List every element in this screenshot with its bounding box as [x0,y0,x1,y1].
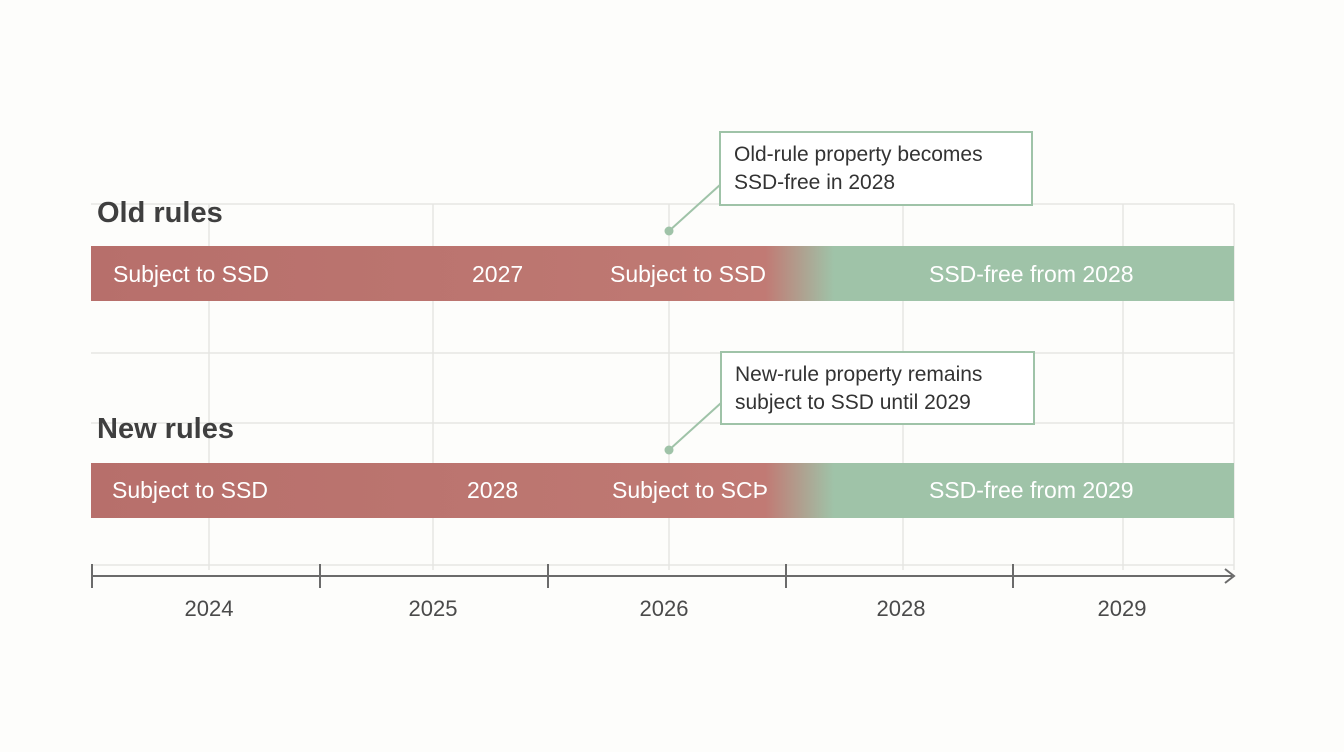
callout-box-old [719,131,1033,206]
axis-tick-label: 2025 [409,596,458,621]
axis-tick-labels: 2024 2025 2026 2028 2029 [185,596,1147,621]
axis-tick-label: 2028 [877,596,926,621]
row-heading-old: Old rules [97,197,223,229]
row-heading-new: New rules [97,413,234,445]
bar-label-ssd-free: SSD-free from 2028 [929,261,1134,287]
callout-text-old-line2: SSD-free in 2028 [734,171,895,194]
axis-tick-label: 2029 [1098,596,1147,621]
axis-tick-label: 2024 [185,596,234,621]
bar-label-year: 2027 [472,261,523,287]
callout-connector-old [668,183,722,232]
callout-text-new-line1: New-rule property remains [735,363,982,386]
timeline-axis [91,564,1236,588]
bar-label-subject-left: Subject to SSD [112,477,268,503]
timeline-bar-old [91,246,1234,301]
timeline-bar-new [91,463,1234,518]
new-rules-row: New rules Subject to SSD 2028 Subject to… [91,351,1234,518]
bar-label-subject-middle: Subject to SCÞ [612,477,768,503]
callout-anchor-old [664,226,674,236]
axis-tick-label: 2026 [640,596,689,621]
bar-label-ssd-free: SSD-free from 2029 [929,477,1134,503]
axis-arrow-icon [1224,568,1236,584]
callout-anchor-new [664,445,674,455]
callout-connector-new [668,402,722,451]
bar-label-subject-left: Subject to SSD [113,261,269,287]
bar-label-year: 2028 [467,477,518,503]
old-rules-row: Old rules Subject to SSD 2027 Subject to… [91,131,1234,301]
callout-box-new [720,351,1035,425]
callout-text-old-line1: Old-rule property becomes [734,143,983,166]
callout-text-new-line2: subject to SSD until 2029 [735,391,971,414]
bar-label-subject-middle: Subject to SSD [610,261,766,287]
